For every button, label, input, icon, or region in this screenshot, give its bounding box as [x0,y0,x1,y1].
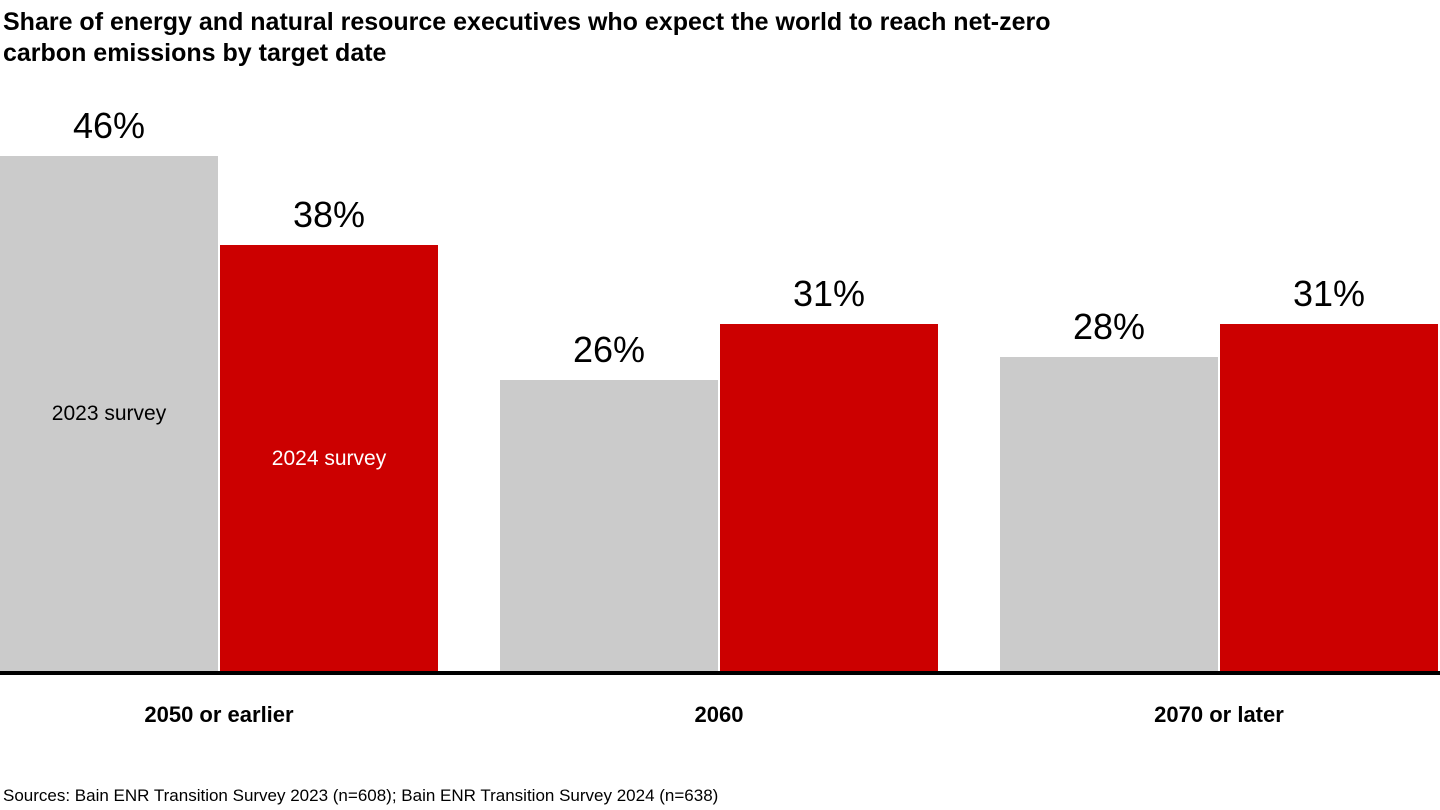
bar-column-2023-survey-2050-or-earlier: 46% 2023 survey [0,107,218,671]
value-label-2023-survey-2060: 26% [572,328,646,370]
bar-column-2023-survey-2070-or-later: 28% [1000,115,1218,671]
value-label-2023-survey-2070-or-later: 28% [1072,306,1146,348]
bar-2023-survey-2050-or-earlier: 2023 survey [0,155,218,671]
value-label-2024-survey-2060: 31% [792,272,866,314]
chart-title: Share of energy and natural resource exe… [3,8,1051,67]
category-label-2070-or-later: 2070 or later [1154,702,1284,727]
bar-2024-survey-2060 [720,323,938,671]
bar-2024-survey-2070-or-later [1220,323,1438,671]
series-legend-label-2023-survey: 2023 survey [51,401,167,425]
series-legend-label-2024-survey: 2024 survey [271,446,387,470]
source-note: Sources: Bain ENR Transition Survey 2023… [3,786,719,805]
bar-group-2050-or-earlier: 46% 2023 survey 38% 2024 survey [0,107,438,671]
bar-2024-survey-2050-or-earlier: 2024 survey [220,245,438,671]
value-label-2023-survey-2050-or-earlier: 46% [72,104,146,146]
value-label-2024-survey-2050-or-earlier: 38% [292,194,366,236]
x-axis-category-labels: 2050 or earlier 2060 2070 or later [0,702,1440,728]
bar-column-2024-survey-2050-or-earlier: 38% 2024 survey [220,115,438,671]
bar-2023-survey-2070-or-later [1000,357,1218,671]
value-label-2024-survey-2070-or-later: 31% [1292,272,1366,314]
category-label-2050-or-earlier: 2050 or earlier [144,702,294,727]
bar-group-2070-or-later: 28% 31% [1000,115,1438,671]
plot-area: 46% 2023 survey 38% 2024 survey 26% 31% 28% 31% [0,107,1440,675]
bar-column-2023-survey-2060: 26% [500,115,718,671]
bar-column-2024-survey-2060: 31% [720,115,938,671]
bar-column-2024-survey-2070-or-later: 31% [1220,115,1438,671]
bar-group-2060: 26% 31% [500,115,938,671]
category-label-2060: 2060 [694,702,744,727]
bar-2023-survey-2060 [500,379,718,671]
